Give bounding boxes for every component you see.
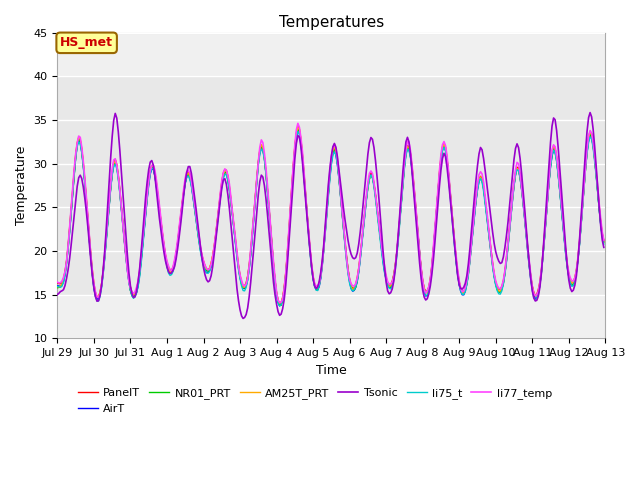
Tsonic bbox=[571, 282, 579, 288]
li77_temp bbox=[120, 237, 128, 243]
Tsonic bbox=[235, 298, 243, 304]
Line: AirT: AirT bbox=[58, 131, 604, 306]
PanelT bbox=[573, 267, 580, 273]
Text: HS_met: HS_met bbox=[60, 36, 113, 49]
PanelT bbox=[235, 263, 243, 268]
li77_temp bbox=[216, 191, 224, 196]
AM25T_PRT bbox=[294, 124, 301, 130]
AirT bbox=[296, 131, 303, 136]
Legend: PanelT, AirT, NR01_PRT, AM25T_PRT, Tsonic, li75_t, li77_temp: PanelT, AirT, NR01_PRT, AM25T_PRT, Tsoni… bbox=[73, 384, 557, 418]
li75_t bbox=[216, 196, 224, 202]
li77_temp bbox=[296, 124, 303, 130]
X-axis label: Time: Time bbox=[316, 364, 347, 377]
PanelT bbox=[276, 300, 284, 306]
PanelT bbox=[216, 191, 224, 196]
AM25T_PRT bbox=[216, 193, 224, 199]
Line: li77_temp: li77_temp bbox=[58, 123, 604, 302]
PanelT bbox=[120, 238, 128, 243]
AM25T_PRT bbox=[276, 300, 284, 306]
AirT bbox=[235, 266, 243, 272]
AirT bbox=[54, 283, 61, 288]
NR01_PRT bbox=[296, 129, 303, 135]
NR01_PRT bbox=[573, 268, 580, 274]
PanelT bbox=[294, 123, 301, 129]
Title: Temperatures: Temperatures bbox=[279, 15, 384, 30]
li75_t bbox=[54, 283, 61, 289]
Line: Tsonic: Tsonic bbox=[58, 113, 604, 318]
li77_temp bbox=[244, 275, 252, 281]
li75_t bbox=[244, 277, 252, 283]
AirT bbox=[244, 277, 252, 283]
Line: li75_t: li75_t bbox=[58, 132, 604, 306]
PanelT bbox=[296, 126, 303, 132]
Tsonic bbox=[294, 132, 301, 138]
Bar bbox=[58, 76, 605, 295]
NR01_PRT bbox=[216, 193, 224, 199]
PanelT bbox=[244, 273, 252, 279]
AirT bbox=[294, 128, 301, 134]
AirT bbox=[120, 239, 128, 244]
li77_temp bbox=[54, 279, 61, 285]
AM25T_PRT bbox=[296, 127, 303, 132]
li75_t bbox=[573, 270, 580, 276]
li77_temp bbox=[294, 120, 301, 126]
Y-axis label: Temperature: Temperature bbox=[15, 146, 28, 225]
PanelT bbox=[54, 280, 61, 286]
NR01_PRT bbox=[294, 126, 301, 132]
AirT bbox=[600, 238, 607, 244]
NR01_PRT bbox=[235, 264, 243, 270]
AM25T_PRT bbox=[573, 267, 580, 273]
NR01_PRT bbox=[244, 274, 252, 280]
AM25T_PRT bbox=[235, 264, 243, 269]
Tsonic bbox=[245, 294, 253, 300]
PanelT bbox=[600, 237, 607, 243]
Line: AM25T_PRT: AM25T_PRT bbox=[58, 127, 604, 303]
Tsonic bbox=[600, 244, 607, 250]
AM25T_PRT bbox=[120, 237, 128, 243]
li75_t bbox=[600, 241, 607, 247]
AirT bbox=[573, 269, 580, 275]
NR01_PRT bbox=[54, 285, 61, 290]
Line: PanelT: PanelT bbox=[58, 126, 604, 303]
li77_temp bbox=[573, 267, 580, 273]
li77_temp bbox=[276, 300, 284, 305]
li75_t bbox=[294, 129, 301, 134]
li75_t bbox=[235, 267, 243, 273]
Line: NR01_PRT: NR01_PRT bbox=[58, 129, 604, 305]
li75_t bbox=[276, 303, 284, 309]
li75_t bbox=[120, 239, 128, 245]
AM25T_PRT bbox=[54, 284, 61, 289]
Tsonic bbox=[216, 198, 224, 204]
NR01_PRT bbox=[276, 302, 284, 308]
AM25T_PRT bbox=[600, 239, 607, 244]
Tsonic bbox=[120, 211, 128, 217]
AirT bbox=[276, 303, 284, 309]
Tsonic bbox=[54, 292, 61, 298]
AM25T_PRT bbox=[244, 275, 252, 280]
NR01_PRT bbox=[120, 238, 128, 243]
AirT bbox=[216, 194, 224, 200]
li77_temp bbox=[600, 237, 607, 243]
NR01_PRT bbox=[600, 240, 607, 245]
li77_temp bbox=[235, 263, 243, 269]
Tsonic bbox=[239, 315, 247, 321]
Tsonic bbox=[586, 110, 594, 116]
li75_t bbox=[296, 131, 303, 137]
